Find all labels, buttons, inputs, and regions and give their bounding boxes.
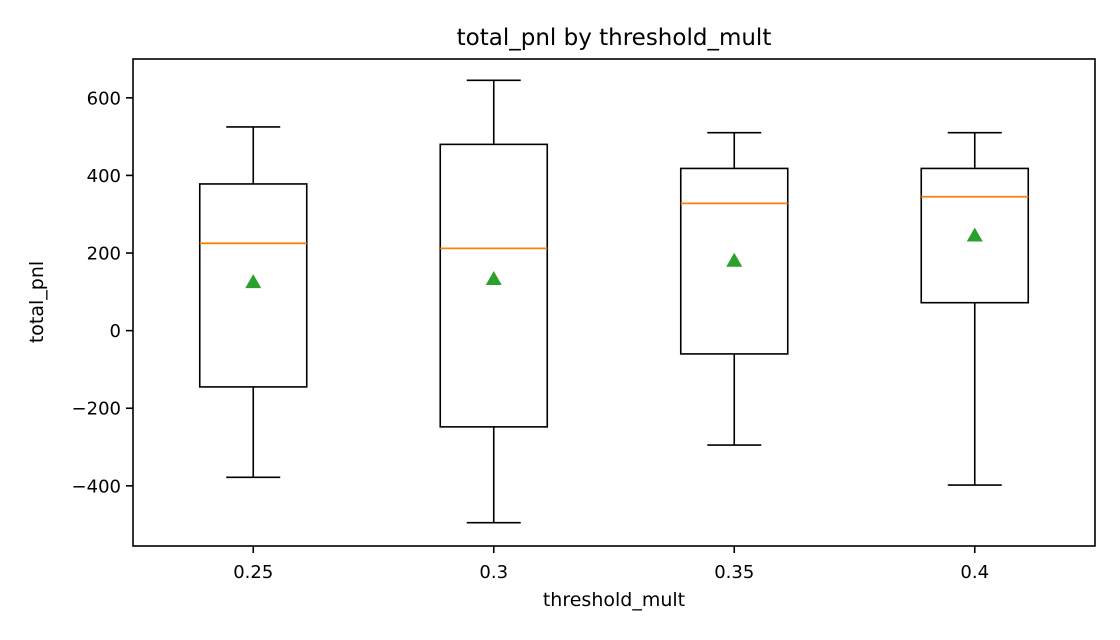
chart-title: total_pnl by threshold_mult bbox=[457, 25, 772, 51]
y-tick-label: −200 bbox=[72, 399, 121, 420]
y-axis-label: total_pnl bbox=[26, 261, 48, 343]
iqr-box bbox=[920, 167, 1030, 304]
iqr-box bbox=[198, 183, 308, 388]
y-axis-ticks: −400 −200 0 200 400 600 bbox=[72, 88, 133, 497]
boxes-layer bbox=[198, 79, 1030, 524]
x-tick-label: 0.3 bbox=[479, 562, 508, 583]
y-tick-label: −400 bbox=[72, 476, 121, 497]
y-tick-label: 400 bbox=[87, 166, 121, 187]
y-tick-label: 200 bbox=[87, 244, 121, 265]
y-tick-label: 600 bbox=[87, 88, 121, 109]
x-tick-label: 0.35 bbox=[714, 562, 754, 583]
x-tick-label: 0.4 bbox=[960, 562, 989, 583]
mean-marker bbox=[485, 271, 502, 286]
y-tick-label: 0 bbox=[110, 321, 121, 342]
plot-frame bbox=[132, 58, 1096, 547]
x-axis-ticks: 0.25 0.3 0.35 0.4 bbox=[233, 546, 989, 583]
iqr-box bbox=[679, 167, 789, 355]
iqr-box bbox=[439, 143, 549, 428]
mean-marker bbox=[966, 227, 983, 242]
x-tick-label: 0.25 bbox=[233, 562, 273, 583]
mean-marker bbox=[726, 252, 743, 267]
box-0.25 bbox=[198, 126, 308, 479]
box-0.3 bbox=[439, 79, 549, 524]
mean-marker bbox=[245, 274, 262, 289]
box-0.35 bbox=[679, 131, 789, 446]
box-0.4 bbox=[920, 131, 1030, 486]
x-axis-label: threshold_mult bbox=[543, 589, 685, 611]
